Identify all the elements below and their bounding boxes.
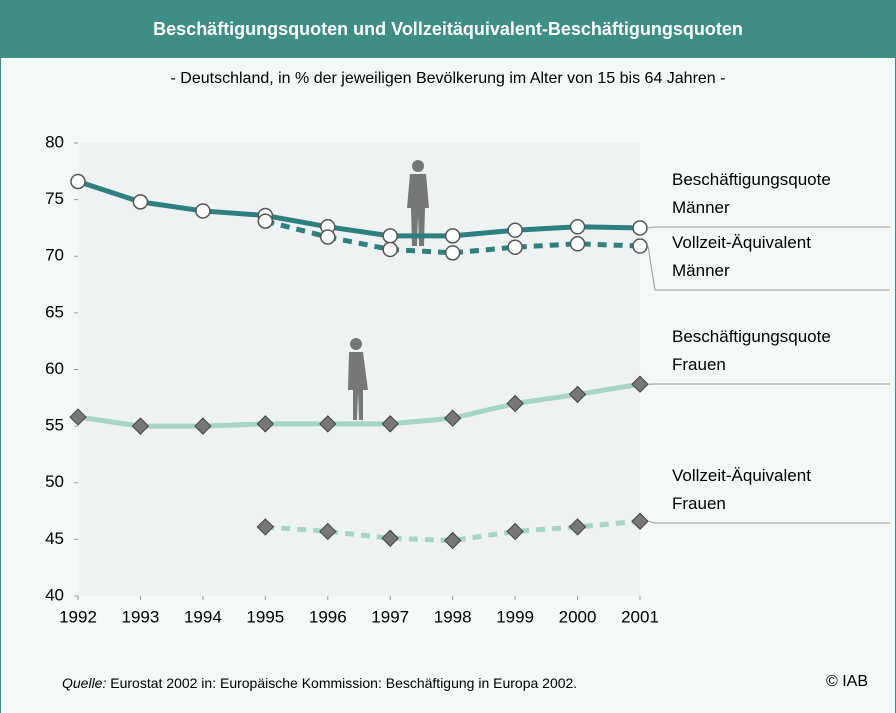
series-label-line: Frauen (672, 494, 726, 513)
series-label-line: Männer (672, 198, 730, 217)
x-tick-label: 1992 (59, 607, 97, 626)
series-label-line: Männer (672, 261, 730, 280)
x-tick-label: 1999 (496, 607, 534, 626)
x-tick-label: 1996 (309, 607, 347, 626)
x-tick-label: 1998 (434, 607, 472, 626)
marker (446, 229, 460, 243)
series-label-line: Vollzeit-Äquivalent (672, 466, 811, 485)
y-tick-label: 50 (45, 472, 64, 491)
y-tick-label: 80 (45, 132, 64, 151)
marker (571, 220, 585, 234)
marker (446, 246, 460, 260)
y-tick-label: 70 (45, 246, 64, 265)
chart-title: Beschäftigungsquoten und Vollzeitäquival… (153, 19, 743, 39)
marker (571, 237, 585, 251)
marker (633, 239, 647, 253)
copyright: © IAB (826, 673, 868, 690)
marker (321, 230, 335, 244)
series-label-line: Frauen (672, 355, 726, 374)
marker (383, 242, 397, 256)
x-tick-label: 1993 (122, 607, 160, 626)
marker (508, 240, 522, 254)
series-label-line: Beschäftigungsquote (672, 327, 831, 346)
chart: Beschäftigungsquoten und Vollzeitäquival… (0, 0, 896, 713)
marker (383, 229, 397, 243)
y-tick-label: 75 (45, 189, 64, 208)
marker (133, 195, 147, 209)
marker (71, 175, 85, 189)
x-tick-label: 1994 (184, 607, 222, 626)
source-label: Quelle: (62, 675, 106, 691)
x-tick-label: 2000 (559, 607, 597, 626)
marker (508, 223, 522, 237)
x-tick-label: 1997 (371, 607, 409, 626)
subtitle: - Deutschland, in % der jeweiligen Bevöl… (171, 70, 726, 87)
y-tick-label: 65 (45, 302, 64, 321)
source: Quelle: Eurostat 2002 in: Europäische Ko… (62, 675, 577, 691)
y-tick-label: 55 (45, 416, 64, 435)
y-tick-label: 45 (45, 529, 64, 548)
source-text: Eurostat 2002 in: Europäische Kommission… (110, 675, 577, 691)
y-tick-label: 40 (45, 585, 64, 604)
marker (196, 204, 210, 218)
series-label-line: Beschäftigungsquote (672, 170, 831, 189)
y-tick-label: 60 (45, 359, 64, 378)
series-label-line: Vollzeit-Äquivalent (672, 233, 811, 252)
marker (633, 221, 647, 235)
x-tick-label: 2001 (621, 607, 659, 626)
marker (258, 214, 272, 228)
x-tick-label: 1995 (246, 607, 284, 626)
